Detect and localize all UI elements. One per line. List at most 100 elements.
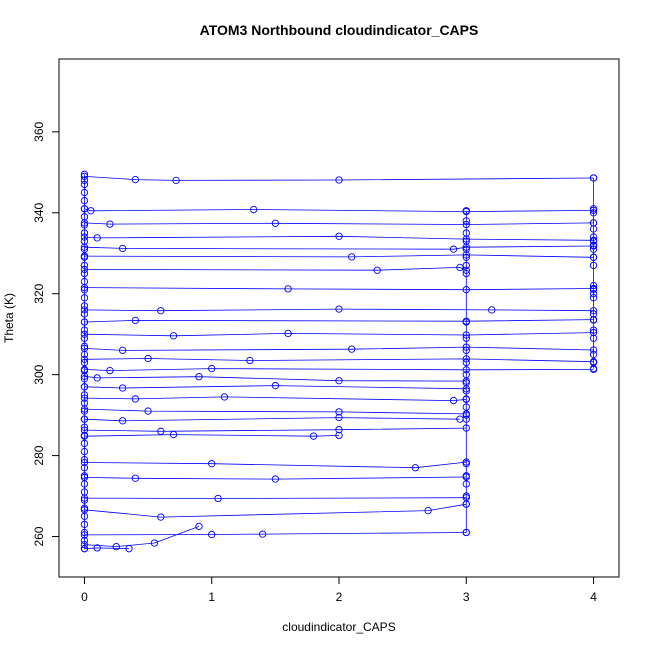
series-line-7: [84, 287, 594, 291]
series-line-27: [84, 547, 130, 550]
data-point: [208, 364, 216, 373]
y-tick-label: 320: [32, 283, 46, 303]
series-line-21: [84, 461, 467, 469]
data-point: [80, 318, 89, 326]
data-point: [462, 318, 470, 326]
data-point: [80, 464, 89, 472]
data-point: [589, 334, 598, 342]
data-point: [157, 513, 165, 521]
x-axis-label: cloudindicator_CAPS: [282, 620, 395, 634]
data-point: [157, 307, 165, 315]
data-point: [462, 500, 470, 508]
data-point: [80, 176, 89, 185]
data-point: [118, 417, 127, 425]
data-point: [80, 253, 89, 261]
data-point: [80, 269, 89, 278]
data-point: [80, 520, 89, 529]
data-point: [462, 237, 470, 245]
data-point: [93, 544, 101, 552]
series-line-9: [84, 319, 594, 323]
data-point: [462, 411, 470, 419]
data-point: [80, 496, 89, 504]
x-tick-label: 2: [336, 590, 343, 604]
data-point: [449, 245, 458, 253]
data-point: [589, 233, 598, 241]
data-point: [589, 281, 598, 290]
y-tick-label: 300: [32, 364, 46, 384]
data-point: [80, 480, 89, 488]
data-point: [118, 244, 127, 253]
data-point: [80, 504, 89, 512]
x-tick-label: 1: [208, 590, 215, 604]
y-tick-label: 360: [32, 122, 46, 142]
data-point: [462, 334, 470, 342]
y-tick-label: 340: [32, 202, 46, 222]
data-point: [309, 432, 318, 440]
data-point: [220, 393, 229, 401]
x-axis: 0 1 2 3 4: [81, 576, 597, 604]
data-point: [462, 229, 470, 237]
data-point: [335, 408, 343, 416]
data-point: [335, 377, 343, 385]
series-line-24: [84, 503, 467, 518]
y-tick-label: 260: [32, 526, 46, 546]
series-line-0: [84, 176, 594, 181]
data-point: [589, 174, 598, 182]
data-point: [449, 396, 458, 405]
data-point: [106, 220, 114, 228]
data-point: [589, 241, 598, 249]
data-point: [80, 423, 89, 431]
data-point: [80, 439, 89, 448]
data-point: [80, 383, 89, 391]
data-point: [118, 346, 127, 355]
data-point: [80, 391, 89, 399]
data-point: [80, 180, 89, 189]
data-point: [589, 350, 598, 359]
data-point: [284, 329, 292, 338]
data-point: [80, 294, 89, 302]
data-point: [208, 530, 216, 539]
series-line-11: [84, 346, 594, 351]
series-line-5: [84, 254, 594, 258]
data-point: [80, 326, 89, 334]
data-point: [462, 480, 470, 488]
series-line-3: [84, 235, 594, 241]
data-point: [462, 207, 470, 215]
data-point: [80, 261, 89, 270]
data-point: [80, 375, 89, 383]
data-point: [589, 245, 598, 253]
data-point: [335, 413, 343, 422]
data-point: [488, 306, 496, 314]
data-point: [80, 455, 89, 464]
series-line-12: [84, 358, 594, 363]
series-line-6: [84, 266, 467, 271]
data-point: [112, 542, 120, 551]
series-line-10: [84, 332, 594, 337]
data-point: [335, 232, 343, 240]
data-point: [80, 350, 89, 359]
data-point: [80, 237, 89, 245]
data-point: [144, 407, 152, 415]
data-point: [80, 366, 89, 375]
data-point: [411, 464, 420, 472]
data-point: [462, 379, 470, 387]
data-point: [271, 475, 280, 483]
plot-area-frame: [58, 58, 620, 578]
data-point: [80, 188, 89, 197]
data-point: [80, 399, 89, 407]
data-point: [462, 269, 470, 278]
series-line-26: [84, 526, 200, 548]
data-point: [80, 528, 89, 537]
data-point: [589, 290, 598, 298]
data-point: [589, 364, 598, 373]
data-point: [589, 261, 598, 270]
data-point: [462, 358, 470, 367]
data-point: [335, 305, 343, 313]
data-point: [335, 176, 343, 184]
data-point: [462, 253, 470, 261]
data-point: [93, 374, 101, 382]
data-point: [150, 539, 159, 547]
data-point: [131, 316, 140, 325]
data-point: [80, 221, 89, 229]
data-point: [80, 334, 89, 342]
